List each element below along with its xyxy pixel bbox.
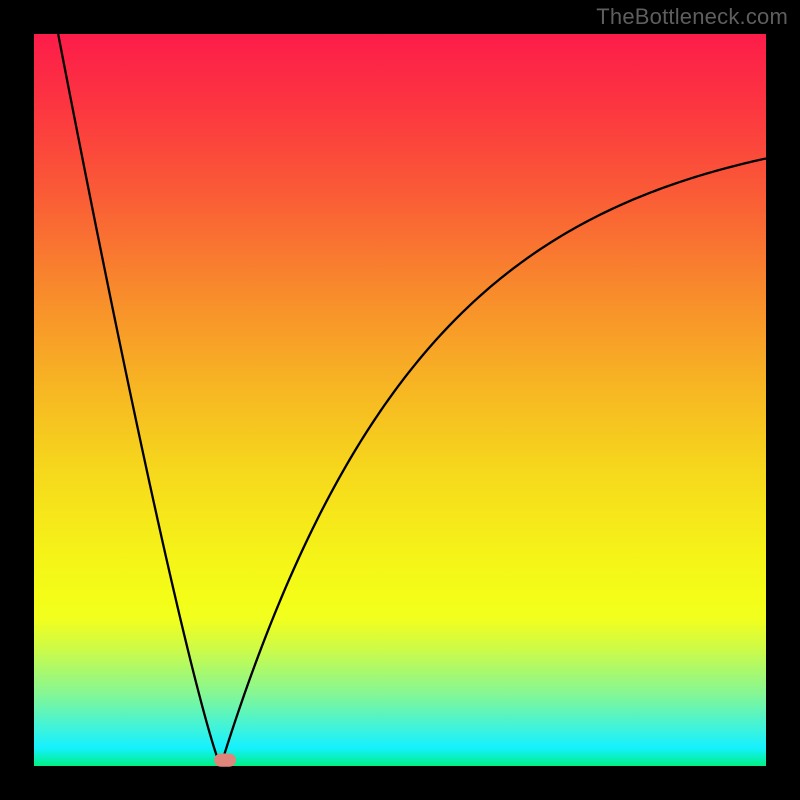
- chart-container: { "watermark": "TheBottleneck.com", "cha…: [0, 0, 800, 800]
- minimum-marker: [214, 754, 236, 767]
- watermark-text: TheBottleneck.com: [596, 4, 788, 30]
- plot-background: [34, 34, 766, 766]
- bottleneck-chart: [0, 0, 800, 800]
